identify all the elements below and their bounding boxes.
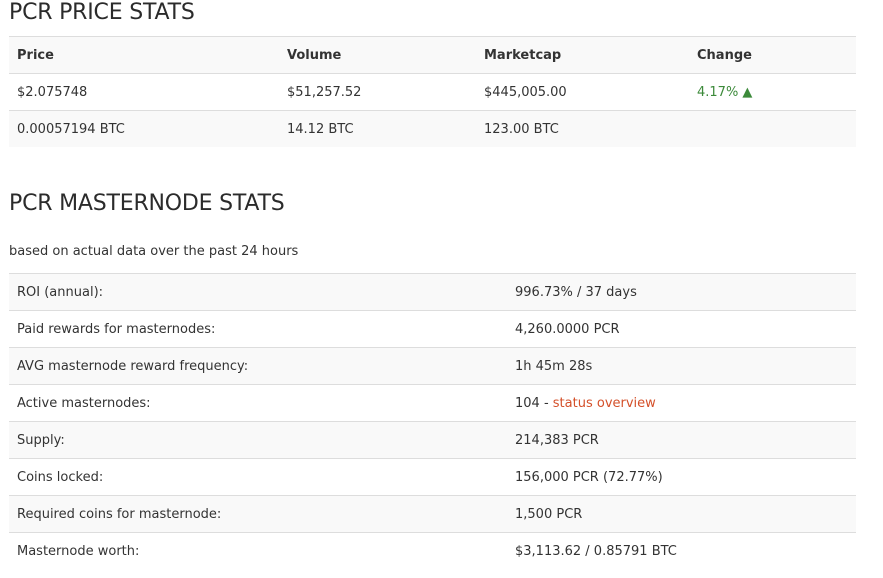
usd-price: $2.075748 (9, 73, 279, 111)
volume-header: Volume (279, 36, 476, 74)
price-change: 4.17% ▲ (689, 73, 856, 111)
paid-rewards-row: Paid rewards for masternodes: 4,260.0000… (9, 310, 856, 348)
usd-row: $2.075748 $51,257.52 $445,005.00 4.17% ▲ (9, 73, 856, 111)
coins-locked-row: Coins locked: 156,000 PCR (72.77%) (9, 458, 856, 496)
btc-marketcap: 123.00 BTC (476, 110, 689, 147)
masternode-stats-subtitle: based on actual data over the past 24 ho… (9, 244, 299, 259)
required-coins-row: Required coins for masternode: 1,500 PCR (9, 495, 856, 533)
active-masternodes-row: Active masternodes: 104 - status overvie… (9, 384, 856, 422)
btc-volume: 14.12 BTC (279, 110, 476, 147)
change-header: Change (689, 36, 856, 74)
status-overview-link[interactable]: status overview (552, 395, 656, 411)
required-coins-value: 1,500 PCR (507, 495, 856, 533)
roi-row: ROI (annual): 996.73% / 37 days (9, 273, 856, 311)
roi-value: 996.73% / 37 days (507, 273, 856, 311)
btc-price: 0.00057194 BTC (9, 110, 279, 147)
active-masternodes-label: Active masternodes: (9, 384, 507, 422)
masternode-stats-table: ROI (annual): 996.73% / 37 days Paid rew… (9, 273, 856, 569)
price-table-header-row: Price Volume Marketcap Change (9, 36, 856, 74)
paid-rewards-value: 4,260.0000 PCR (507, 310, 856, 348)
masternode-stats-title: PCR MASTERNODE STATS (9, 191, 285, 216)
active-masternodes-value: 104 - (515, 395, 553, 411)
masternode-worth-label: Masternode worth: (9, 532, 507, 569)
supply-row: Supply: 214,383 PCR (9, 421, 856, 459)
masternode-worth-value: $3,113.62 / 0.85791 BTC (507, 532, 856, 569)
marketcap-header: Marketcap (476, 36, 689, 74)
paid-rewards-label: Paid rewards for masternodes: (9, 310, 507, 348)
btc-row: 0.00057194 BTC 14.12 BTC 123.00 BTC (9, 110, 856, 147)
coins-locked-value: 156,000 PCR (72.77%) (507, 458, 856, 496)
coins-locked-label: Coins locked: (9, 458, 507, 496)
reward-frequency-label: AVG masternode reward frequency: (9, 347, 507, 385)
usd-volume: $51,257.52 (279, 73, 476, 111)
supply-value: 214,383 PCR (507, 421, 856, 459)
usd-marketcap: $445,005.00 (476, 73, 689, 111)
supply-label: Supply: (9, 421, 507, 459)
roi-label: ROI (annual): (9, 273, 507, 311)
price-header: Price (9, 36, 279, 74)
masternode-worth-row: Masternode worth: $3,113.62 / 0.85791 BT… (9, 532, 856, 569)
active-masternodes-cell: 104 - status overview (507, 384, 856, 422)
price-stats-table: Price Volume Marketcap Change $2.075748 … (9, 36, 856, 147)
reward-frequency-row: AVG masternode reward frequency: 1h 45m … (9, 347, 856, 385)
required-coins-label: Required coins for masternode: (9, 495, 507, 533)
reward-frequency-value: 1h 45m 28s (507, 347, 856, 385)
btc-change (689, 110, 856, 147)
price-stats-title: PCR PRICE STATS (9, 0, 195, 25)
